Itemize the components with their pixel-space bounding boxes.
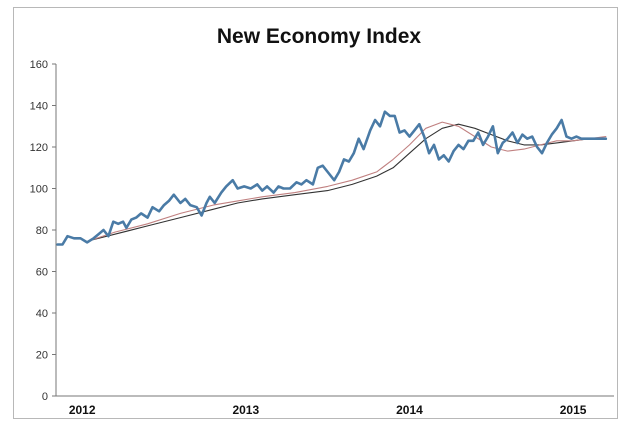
y-tick-label: 100 [30, 184, 48, 196]
series-group [56, 110, 608, 246]
axes [55, 64, 614, 397]
chart-svg: New Economy Index 020406080100120140160 … [30, 25, 614, 417]
y-axis-ticks: 0 20 40 60 80 100 120 140 160 [30, 59, 56, 403]
x-tick-label: 2014 [396, 403, 423, 417]
x-tick-label: 2013 [232, 403, 259, 417]
y-tick-label: 40 [36, 308, 48, 320]
chart-title: New Economy Index [217, 25, 422, 48]
y-tick-label: 160 [30, 59, 48, 71]
y-tick-label: 140 [30, 101, 48, 113]
x-tick-label: 2015 [560, 403, 587, 417]
y-tick-label: 60 [36, 267, 48, 279]
series-line-index [56, 110, 608, 246]
series-line-ma-short [89, 121, 607, 241]
chart-frame: New Economy Index 0 20 40 60 80 100 120 140 160 … [13, 7, 618, 419]
series-line-ma-long [89, 123, 607, 241]
x-tick-label: 2012 [69, 403, 96, 417]
y-tick-label: 80 [36, 225, 48, 237]
y-tick-label: 120 [30, 142, 48, 154]
y-tick-label: 20 [36, 350, 48, 362]
y-tick-label: 0 [42, 391, 48, 403]
x-axis-ticks: 2012 2013 2014 2015 [69, 403, 587, 417]
